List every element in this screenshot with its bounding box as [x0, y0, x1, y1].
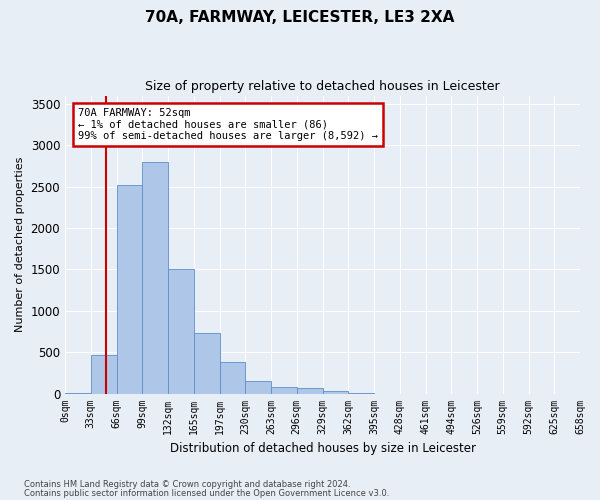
- Y-axis label: Number of detached properties: Number of detached properties: [15, 157, 25, 332]
- X-axis label: Distribution of detached houses by size in Leicester: Distribution of detached houses by size …: [170, 442, 476, 455]
- Text: Contains public sector information licensed under the Open Government Licence v3: Contains public sector information licen…: [24, 488, 389, 498]
- Bar: [168, 268, 194, 394]
- Title: Size of property relative to detached houses in Leicester: Size of property relative to detached ho…: [145, 80, 500, 93]
- Text: Contains HM Land Registry data © Crown copyright and database right 2024.: Contains HM Land Registry data © Crown c…: [24, 480, 350, 489]
- Bar: [91, 356, 116, 394]
- Bar: [194, 333, 220, 394]
- Bar: [323, 390, 348, 394]
- Bar: [220, 362, 245, 394]
- Bar: [271, 388, 297, 394]
- Bar: [297, 388, 323, 394]
- Bar: [245, 380, 271, 394]
- Text: 70A FARMWAY: 52sqm
← 1% of detached houses are smaller (86)
99% of semi-detached: 70A FARMWAY: 52sqm ← 1% of detached hous…: [78, 108, 378, 141]
- Bar: [116, 185, 142, 394]
- Bar: [142, 162, 168, 394]
- Text: 70A, FARMWAY, LEICESTER, LE3 2XA: 70A, FARMWAY, LEICESTER, LE3 2XA: [145, 10, 455, 25]
